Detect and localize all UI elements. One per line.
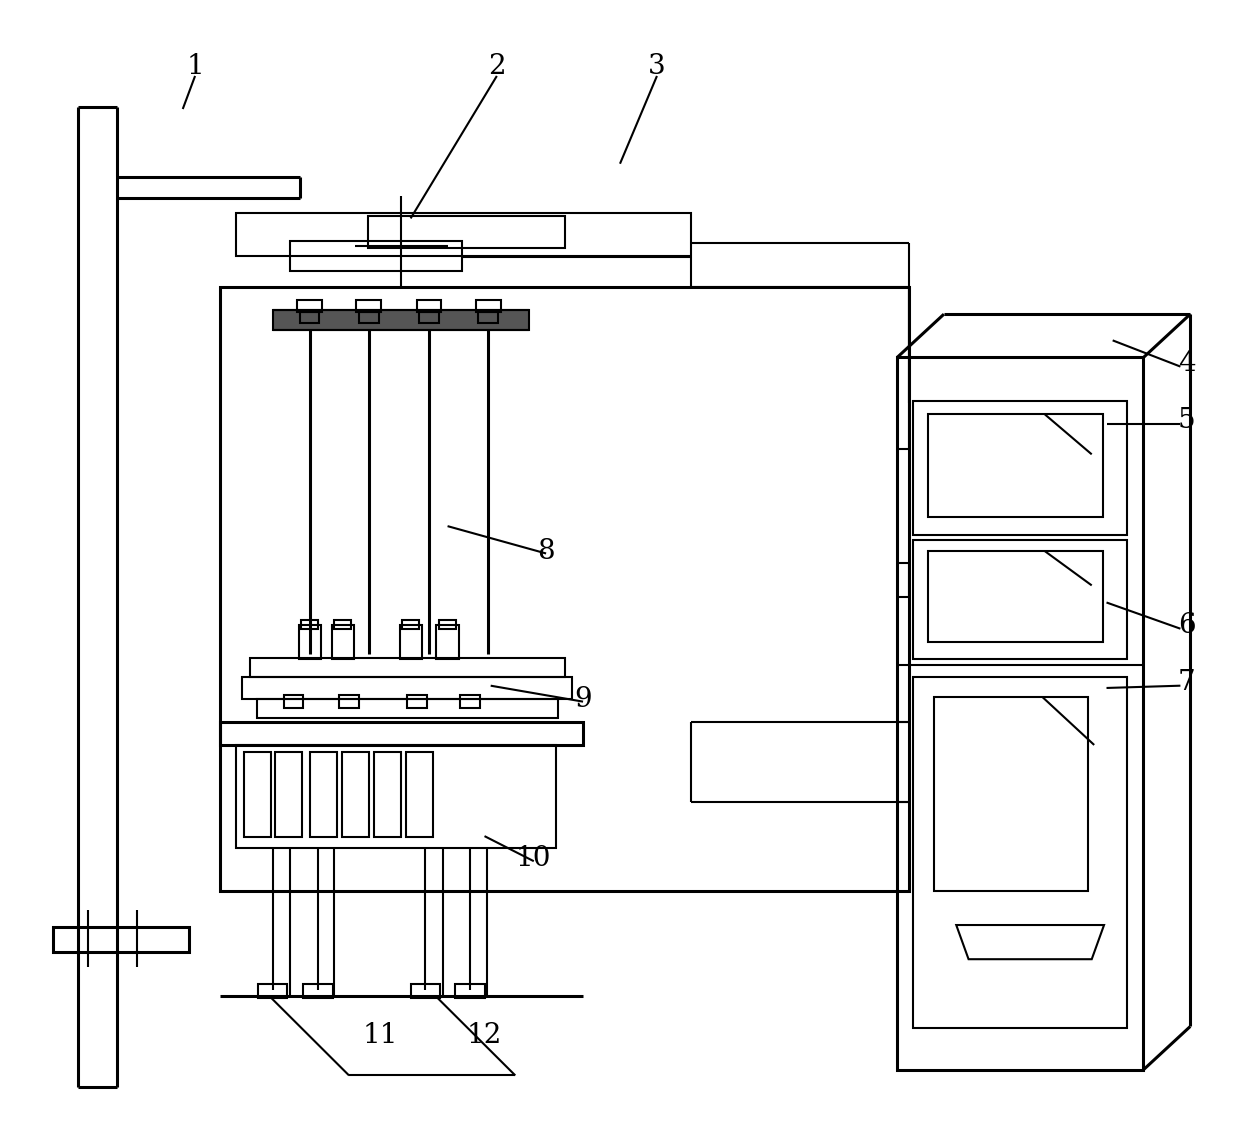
Bar	[460, 695, 480, 708]
Text: 3: 3	[649, 53, 666, 80]
Bar	[219, 287, 909, 891]
Bar	[410, 984, 440, 998]
Bar	[300, 312, 320, 324]
Bar	[405, 752, 433, 837]
Text: 6: 6	[1178, 612, 1195, 638]
Bar	[290, 241, 463, 271]
Text: 2: 2	[489, 53, 506, 80]
Bar	[299, 626, 321, 659]
Text: 9: 9	[574, 685, 591, 713]
Bar	[301, 620, 319, 629]
Bar	[340, 695, 358, 708]
Bar	[407, 695, 427, 708]
Bar	[244, 752, 272, 837]
Bar	[236, 212, 692, 256]
Bar	[53, 928, 188, 953]
Bar	[258, 984, 288, 998]
Bar	[373, 752, 401, 837]
Bar	[913, 401, 1127, 535]
Text: 8: 8	[537, 537, 556, 565]
Bar	[417, 301, 441, 312]
Text: 1: 1	[186, 53, 203, 80]
Text: 10: 10	[516, 845, 552, 872]
Bar	[310, 752, 337, 837]
Text: 12: 12	[466, 1022, 502, 1049]
Bar	[304, 984, 334, 998]
Bar	[476, 301, 501, 312]
Bar	[273, 310, 528, 331]
Text: 7: 7	[1178, 669, 1195, 696]
Bar	[356, 301, 381, 312]
Bar	[298, 301, 322, 312]
Text: 5: 5	[1178, 406, 1195, 434]
Bar	[934, 697, 1087, 891]
Bar	[335, 620, 351, 629]
Bar	[928, 414, 1102, 517]
Bar	[897, 357, 1143, 1070]
Bar	[332, 626, 353, 659]
Bar	[928, 551, 1102, 643]
Bar	[242, 676, 572, 699]
Bar	[358, 312, 378, 324]
Bar	[479, 312, 498, 324]
Bar	[275, 752, 303, 837]
Bar	[250, 658, 564, 676]
Bar	[399, 626, 422, 659]
Bar	[236, 745, 556, 847]
Bar	[439, 620, 456, 629]
Bar	[913, 540, 1127, 659]
Bar	[367, 216, 564, 248]
Bar	[219, 722, 583, 745]
Polygon shape	[956, 925, 1104, 960]
Bar	[257, 699, 558, 718]
Bar	[284, 695, 304, 708]
Bar	[402, 620, 419, 629]
Bar	[436, 626, 459, 659]
Bar	[342, 752, 368, 837]
Bar	[455, 984, 485, 998]
Bar	[913, 676, 1127, 1027]
Text: 11: 11	[362, 1022, 398, 1049]
Text: 4: 4	[1178, 350, 1195, 377]
Bar	[419, 312, 439, 324]
